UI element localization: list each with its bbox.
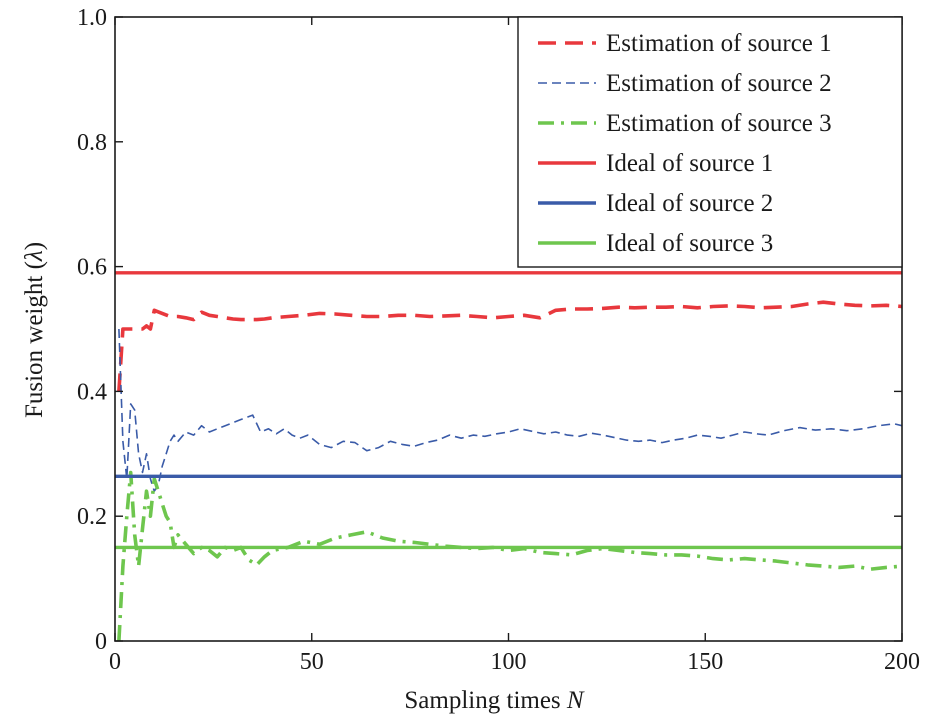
y-tick-label: 0.6: [77, 255, 107, 281]
series-line-estimation-of-source-1: [117, 300, 903, 392]
legend: Estimation of source 1 Estimation of sour…: [517, 16, 903, 268]
legend-label-ideal-of-source-2: Ideal of source 2: [606, 190, 773, 217]
x-tick-label: 50: [300, 649, 324, 675]
x-tick-label: 200: [884, 649, 920, 675]
x-axis-variable: N: [566, 687, 585, 714]
y-tick-label: 0: [95, 629, 107, 655]
legend-label-estimation-of-source-3: Estimation of source 3: [606, 110, 832, 137]
y-axis-title: Fusion weight (λ): [21, 242, 48, 418]
x-tick-label: 150: [687, 649, 723, 675]
series-line-estimation-of-source-2: [118, 328, 903, 493]
series-layer: [115, 271, 903, 642]
y-axis-title-close: ): [21, 242, 48, 250]
x-tick-label: 0: [109, 649, 121, 675]
tick-layer: 0 50 100 150 200 0 0.2 0.4 0.6 0.8 1.0: [77, 5, 920, 675]
x-axis-title-text: Sampling times: [404, 687, 560, 714]
legend-box: [517, 16, 903, 268]
y-tick-label: 0.4: [77, 379, 107, 405]
legend-label-estimation-of-source-2: Estimation of source 2: [606, 70, 832, 97]
x-tick-label: 100: [491, 649, 527, 675]
legend-label-estimation-of-source-1: Estimation of source 1: [606, 30, 832, 57]
series-line-estimation-of-source-3: [117, 470, 903, 642]
y-tick-label: 0.2: [77, 504, 107, 530]
legend-label-ideal-of-source-3: Ideal of source 3: [606, 230, 773, 257]
x-axis-title: Sampling times N: [404, 687, 585, 714]
y-tick-label: 0.8: [77, 130, 107, 156]
y-axis-variable: λ: [21, 250, 48, 262]
y-tick-label: 1.0: [77, 5, 107, 31]
y-axis-title-text: Fusion weight (: [21, 261, 48, 418]
legend-label-ideal-of-source-1: Ideal of source 1: [606, 150, 773, 177]
